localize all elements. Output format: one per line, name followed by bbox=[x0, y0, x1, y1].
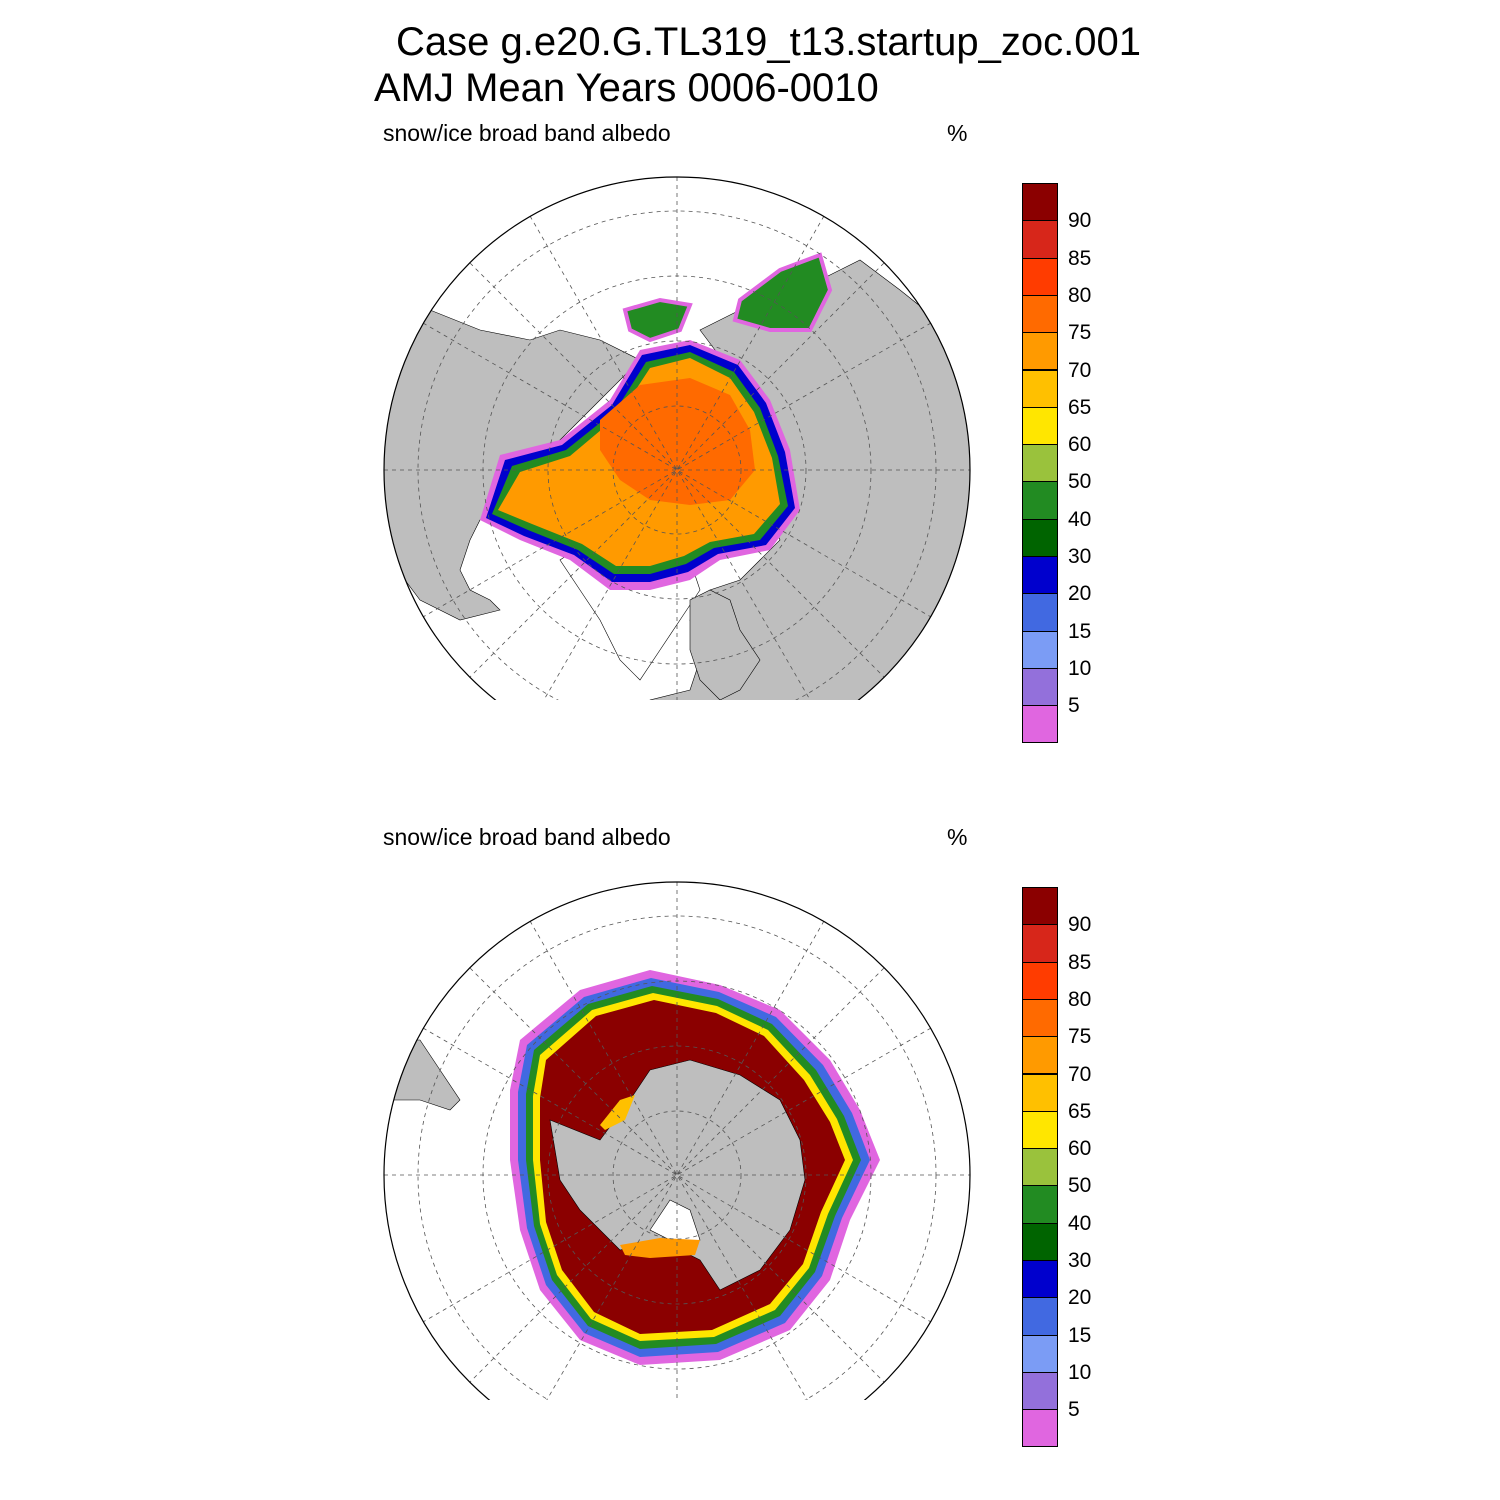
north-map-boundary bbox=[383, 176, 971, 700]
south-colorbar-swatch bbox=[1022, 1185, 1058, 1224]
south-ice-ross-yellow bbox=[620, 1238, 700, 1258]
south-map-boundary bbox=[383, 881, 971, 1400]
north-panel-field-label: snow/ice broad band albedo bbox=[383, 120, 671, 146]
south-colorbar-swatch bbox=[1022, 1371, 1058, 1411]
north-colorbar-label: 50 bbox=[1068, 470, 1092, 494]
south-colorbar-swatch bbox=[1022, 887, 1058, 926]
south-colorbar-swatch bbox=[1022, 1222, 1058, 1261]
south-colorbar-swatch bbox=[1022, 961, 1058, 1000]
south-colorbar-swatch bbox=[1022, 1036, 1058, 1075]
south-colorbar-swatch bbox=[1022, 1110, 1058, 1150]
south-colorbar-label: 80 bbox=[1068, 987, 1092, 1011]
north-colorbar-swatch bbox=[1022, 444, 1058, 483]
north-colorbar-swatch bbox=[1022, 481, 1058, 520]
south-colorbar-label: 90 bbox=[1068, 913, 1092, 937]
south-colorbar-swatch bbox=[1022, 1409, 1058, 1448]
north-colorbar-label: 70 bbox=[1068, 358, 1092, 382]
south-colorbar-label: 40 bbox=[1068, 1211, 1092, 1235]
north-colorbar-swatch bbox=[1022, 705, 1058, 744]
north-ice-pack-orange-dark bbox=[600, 378, 755, 505]
south-panel-units: % bbox=[947, 824, 968, 850]
south-colorbar-swatch bbox=[1022, 1148, 1058, 1187]
north-colorbar-swatch bbox=[1022, 183, 1058, 222]
south-polar-map bbox=[383, 881, 971, 1400]
south-panel-field-label: snow/ice broad band albedo bbox=[383, 824, 671, 850]
south-colorbar-label: 5 bbox=[1068, 1398, 1080, 1422]
south-colorbar-swatch bbox=[1022, 1260, 1058, 1299]
north-colorbar-swatch bbox=[1022, 630, 1058, 669]
south-colorbar-label: 10 bbox=[1068, 1360, 1092, 1384]
south-graticule bbox=[384, 882, 970, 1400]
north-colorbar-label: 85 bbox=[1068, 246, 1092, 270]
north-colorbar-swatch bbox=[1022, 667, 1058, 707]
figure-title-case: Case g.e20.G.TL319_t13.startup_zoc.001 bbox=[396, 20, 1141, 64]
north-polar-map bbox=[383, 176, 971, 700]
figure-title-period: AMJ Mean Years 0006-0010 bbox=[374, 66, 879, 110]
north-colorbar-label: 15 bbox=[1068, 619, 1092, 643]
south-land-antarctica bbox=[549, 1059, 806, 1291]
south-colorbar-label: 50 bbox=[1068, 1174, 1092, 1198]
south-colorbar-label: 60 bbox=[1068, 1137, 1092, 1161]
north-panel-units: % bbox=[947, 120, 968, 146]
north-colorbar-swatch bbox=[1022, 220, 1058, 259]
north-colorbar-swatch bbox=[1022, 257, 1058, 296]
north-colorbar-swatch bbox=[1022, 518, 1058, 557]
north-ice-okhotsk bbox=[732, 252, 833, 332]
north-colorbar-swatch bbox=[1022, 294, 1058, 334]
south-colorbar-swatch bbox=[1022, 998, 1058, 1038]
south-colorbar-label: 30 bbox=[1068, 1249, 1092, 1272]
north-colorbar-label: 10 bbox=[1068, 656, 1092, 680]
north-colorbar-swatch bbox=[1022, 593, 1058, 632]
north-land-europe bbox=[689, 589, 761, 700]
north-colorbar-swatch bbox=[1022, 406, 1058, 446]
south-colorbar-label: 70 bbox=[1068, 1062, 1092, 1086]
north-colorbar-swatch bbox=[1022, 556, 1058, 595]
south-colorbar-label: 75 bbox=[1068, 1025, 1092, 1049]
north-colorbar-label: 65 bbox=[1068, 395, 1092, 419]
north-colorbar-label: 20 bbox=[1068, 582, 1092, 606]
south-colorbar-swatch bbox=[1022, 924, 1058, 963]
south-colorbar-swatch bbox=[1022, 1334, 1058, 1373]
north-colorbar-label: 90 bbox=[1068, 209, 1092, 233]
south-colorbar-swatch bbox=[1022, 1073, 1058, 1112]
north-colorbar-label: 40 bbox=[1068, 507, 1092, 531]
north-colorbar-label: 30 bbox=[1068, 545, 1092, 568]
north-colorbar-swatch bbox=[1022, 369, 1058, 408]
south-colorbar-label: 65 bbox=[1068, 1099, 1092, 1123]
north-colorbar-label: 75 bbox=[1068, 321, 1092, 345]
north-colorbar-swatch bbox=[1022, 332, 1058, 371]
north-graticule bbox=[384, 177, 970, 700]
south-colorbar-label: 15 bbox=[1068, 1323, 1092, 1347]
north-colorbar-label: 5 bbox=[1068, 694, 1080, 718]
south-colorbar-label: 20 bbox=[1068, 1286, 1092, 1310]
south-colorbar-label: 85 bbox=[1068, 950, 1092, 974]
north-colorbar-label: 60 bbox=[1068, 433, 1092, 457]
south-ice-weddell-yellow bbox=[600, 1095, 635, 1130]
north-ice-bering bbox=[622, 297, 693, 343]
south-colorbar-swatch bbox=[1022, 1297, 1058, 1336]
north-colorbar-label: 80 bbox=[1068, 283, 1092, 307]
